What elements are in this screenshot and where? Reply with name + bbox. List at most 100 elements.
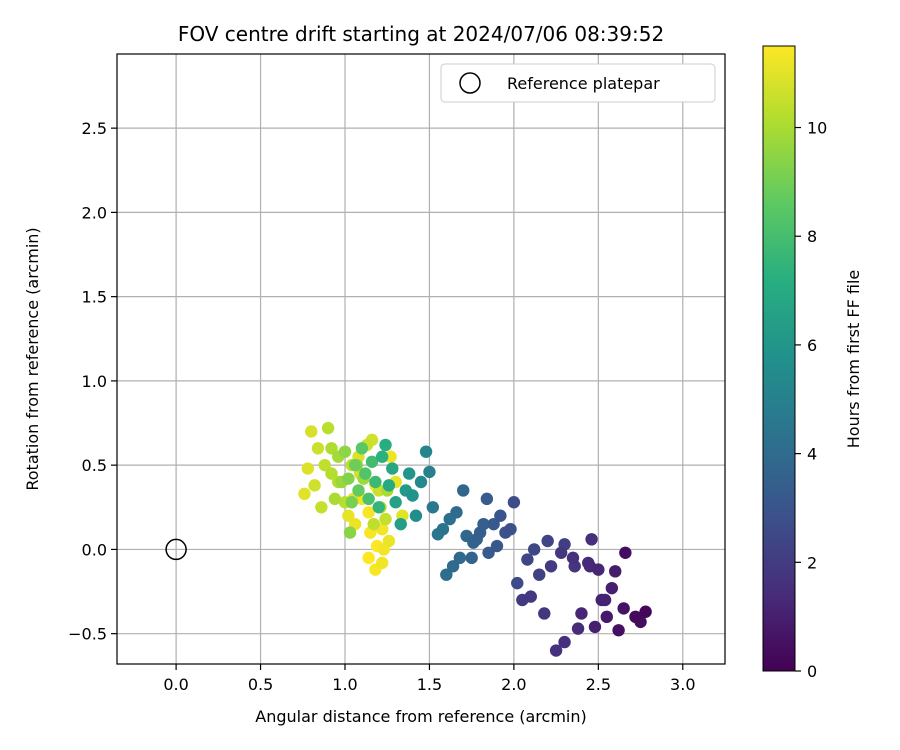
data-point <box>414 475 428 489</box>
data-point <box>544 560 558 573</box>
data-point <box>588 620 602 634</box>
y-tick-label: 0.0 <box>82 540 107 559</box>
data-point <box>362 492 375 506</box>
data-point <box>342 472 355 485</box>
data-point <box>375 450 389 463</box>
data-point <box>585 533 598 546</box>
y-axis-ticks: −0.5 0.0 0.5 1.0 1.5 2.0 2.5 <box>68 119 117 644</box>
data-point <box>592 563 605 576</box>
data-point <box>453 551 467 565</box>
data-point <box>511 576 524 590</box>
y-tick-label: −0.5 <box>68 625 107 644</box>
data-point <box>566 551 580 565</box>
data-point <box>365 455 379 468</box>
data-point <box>352 484 365 497</box>
y-tick-label: 0.5 <box>82 456 107 475</box>
chart-title: FOV centre drift starting at 2024/07/06 … <box>178 22 664 46</box>
x-tick-label: 1.5 <box>417 675 442 694</box>
data-point <box>362 551 375 565</box>
data-point <box>554 546 568 559</box>
x-tick-label: 0.0 <box>163 675 188 694</box>
data-point <box>490 539 504 553</box>
x-tick-label: 0.5 <box>248 675 273 694</box>
data-point <box>473 526 487 539</box>
data-point <box>612 624 625 637</box>
data-point <box>598 593 612 607</box>
data-point <box>600 610 613 624</box>
scatter-points <box>298 421 652 657</box>
legend-label: Reference platepar <box>507 74 660 93</box>
data-point <box>426 501 440 514</box>
data-point <box>343 526 357 539</box>
data-point <box>440 568 453 581</box>
x-tick-label: 3.0 <box>670 675 695 694</box>
data-point <box>494 509 507 522</box>
data-point <box>487 517 500 531</box>
colorbar-tick-label: 4 <box>807 445 817 464</box>
colorbar-gradient <box>762 45 796 672</box>
x-tick-label: 1.0 <box>332 675 357 694</box>
data-point <box>527 543 541 556</box>
data-point <box>325 467 338 480</box>
data-point <box>367 517 380 531</box>
data-point <box>423 465 436 479</box>
colorbar-ticks: 0 2 4 6 8 10 <box>795 119 827 681</box>
y-tick-label: 2.5 <box>82 119 107 138</box>
data-point <box>315 501 328 514</box>
data-point <box>639 605 652 618</box>
data-point <box>409 509 423 522</box>
colorbar-tick-label: 6 <box>807 336 817 355</box>
data-point <box>406 489 419 502</box>
legend-box <box>440 63 716 103</box>
data-point <box>321 421 335 435</box>
data-point <box>521 553 534 566</box>
data-point <box>389 496 402 509</box>
data-point <box>507 496 521 509</box>
data-point <box>305 425 318 438</box>
data-point <box>533 568 546 581</box>
colorbar-label: Hours from first FF file <box>844 270 863 449</box>
data-point <box>504 522 517 536</box>
data-point <box>605 581 619 595</box>
x-axis-ticks: 0.0 0.5 1.0 1.5 2.0 2.5 3.0 <box>163 664 696 694</box>
data-point <box>571 622 585 635</box>
data-point <box>308 479 321 492</box>
x-axis-label: Angular distance from reference (arcmin) <box>255 707 586 726</box>
y-axis-label: Rotation from reference (arcmin) <box>23 227 42 490</box>
plot-frame <box>116 53 726 665</box>
data-point <box>465 551 478 565</box>
data-point <box>328 492 342 506</box>
data-point <box>446 560 460 573</box>
data-point <box>348 458 362 472</box>
data-point <box>379 512 392 526</box>
data-point <box>450 506 463 519</box>
data-point <box>298 487 311 501</box>
data-point <box>480 492 494 506</box>
colorbar-tick-label: 0 <box>807 662 817 681</box>
data-point <box>342 509 355 522</box>
reference-marker <box>165 538 187 561</box>
data-point <box>375 556 389 570</box>
data-point <box>402 467 416 480</box>
data-point <box>382 479 396 492</box>
data-point <box>386 462 399 475</box>
data-point <box>436 522 450 536</box>
data-point <box>457 484 470 497</box>
x-tick-label: 2.0 <box>501 675 526 694</box>
data-point <box>619 546 632 559</box>
data-point <box>311 442 325 455</box>
data-point <box>617 602 630 615</box>
data-point <box>318 458 331 472</box>
data-point <box>538 607 551 620</box>
data-point <box>372 501 385 514</box>
data-point <box>575 607 588 620</box>
data-point <box>325 442 338 455</box>
colorbar-tick-label: 10 <box>807 119 827 138</box>
y-tick-label: 1.0 <box>82 372 107 391</box>
data-point <box>419 445 433 458</box>
data-point <box>629 610 642 624</box>
legend-marker <box>459 72 481 94</box>
data-point <box>362 506 375 519</box>
data-point <box>609 565 622 578</box>
